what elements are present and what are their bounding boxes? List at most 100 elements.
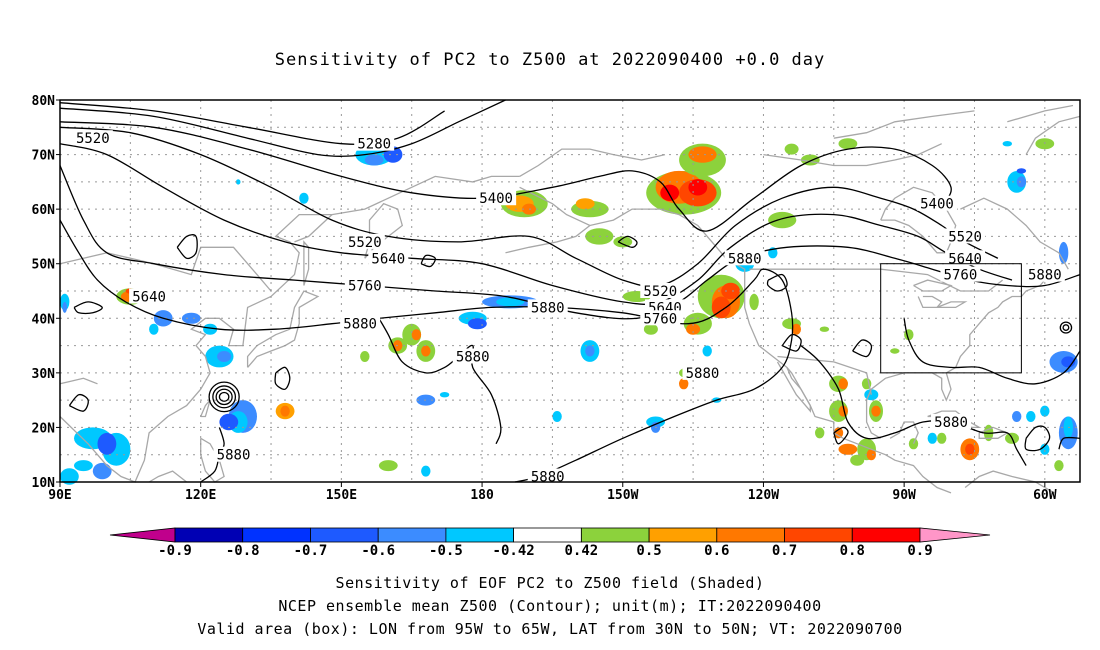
coastline <box>978 426 1009 439</box>
coastline <box>960 197 1069 270</box>
contour-label: 5640 <box>371 251 405 267</box>
sensitivity-patch <box>575 198 595 210</box>
coastline <box>749 268 1003 292</box>
contour-label-bg <box>945 250 986 266</box>
sensitivity-patch <box>92 462 112 480</box>
contour-label: 5520 <box>76 131 110 147</box>
colorbar-bin <box>242 527 311 543</box>
colorbar-tick-label: 0.9 <box>907 543 933 559</box>
sensitivity-patch <box>890 348 900 354</box>
contour-line <box>766 273 788 292</box>
caption-shading: Sensitivity of EOF PC2 to Z500 field (Sh… <box>335 574 765 592</box>
valid-area-box <box>880 263 1022 374</box>
coastline <box>519 148 666 177</box>
colorbar-bin <box>581 527 650 543</box>
sensitivity-patch <box>838 138 858 150</box>
sensitivity-patch <box>181 312 201 324</box>
sensitivity-patch <box>866 449 876 461</box>
coastline <box>833 110 975 139</box>
sensitivity-patch <box>1040 405 1050 417</box>
contour-label: 5880 <box>343 317 377 333</box>
contour-label: 5280 <box>357 137 391 153</box>
contour-label: 5880 <box>456 349 490 365</box>
coastlines <box>59 104 1081 494</box>
coastline <box>246 290 320 368</box>
contour-label-bg <box>368 250 409 266</box>
coastline <box>776 361 811 413</box>
sensitivity-patch <box>819 326 830 332</box>
coastline <box>59 175 520 483</box>
colorbar-bin <box>716 527 785 543</box>
contour-line <box>1058 436 1081 450</box>
contour-label-bg <box>344 277 385 293</box>
contour-line <box>68 393 89 412</box>
sensitivity-patch <box>643 323 658 335</box>
contour-label-bg <box>640 283 681 298</box>
sensitivity-patch <box>235 179 241 185</box>
sensitivity-patch <box>702 345 712 357</box>
map-frame <box>59 99 1081 483</box>
grid-lines <box>60 100 1080 482</box>
sensitivity-patch <box>299 192 309 204</box>
coastline <box>59 246 272 292</box>
coastline <box>294 214 333 243</box>
colorbar-arrow-right <box>919 527 991 543</box>
colorbar-tick-label: -0.7 <box>293 543 328 559</box>
sensitivity-patch <box>421 465 431 477</box>
coastline <box>200 437 225 483</box>
sensitivity-patch <box>815 427 825 439</box>
sensitivity-patch <box>838 378 848 390</box>
lat-label: 70N <box>32 149 56 164</box>
sensitivity-patch <box>1054 460 1064 472</box>
lon-label: 180 <box>470 488 494 503</box>
contour-label-bg <box>354 135 395 151</box>
typhoon-contour <box>208 381 240 413</box>
coastline <box>148 470 187 483</box>
sensitivity-patch <box>1016 176 1027 188</box>
sensitivity-patch <box>660 184 680 201</box>
sensitivity-patch <box>1026 411 1036 422</box>
contour-line <box>1024 425 1051 452</box>
caption-valid-area: Valid area (box): LON from 95W to 65W, L… <box>197 620 903 638</box>
sensitivity-patch <box>686 323 701 335</box>
contour-line <box>73 301 103 315</box>
sensitivity-patch <box>927 432 937 444</box>
colorbar-tick-label: 0.8 <box>839 543 865 559</box>
contour-label-bg <box>213 446 254 462</box>
coastline <box>936 301 968 309</box>
contour-label-bg <box>72 130 113 146</box>
coastline <box>1007 104 1074 123</box>
contour-label: 5880 <box>686 366 720 382</box>
contour-line <box>274 366 291 390</box>
sensitivity-patch <box>711 296 731 319</box>
contour-line <box>59 99 506 157</box>
colorbar-tick-label: 0.42 <box>564 543 599 559</box>
coastline <box>200 399 211 418</box>
contour-label: 5760 <box>643 311 677 327</box>
lat-label: 20N <box>32 421 56 436</box>
sensitivity-patch <box>217 351 232 362</box>
colorbar-bin <box>445 527 514 543</box>
contour-line <box>852 339 873 358</box>
contour-line <box>378 317 502 445</box>
contour-label: 5880 <box>728 251 762 267</box>
sensitivity-patch <box>421 345 431 357</box>
coastline <box>519 186 727 259</box>
contour-line <box>781 333 802 352</box>
sensitivity-patch <box>965 443 975 455</box>
sensitivity-patch <box>679 378 689 390</box>
contour-label-bg <box>527 468 568 484</box>
contour-label-bg <box>1024 266 1065 282</box>
contour-label-bg <box>476 190 517 206</box>
sensitivity-patch <box>1058 241 1069 264</box>
coastline <box>303 240 310 286</box>
coastline <box>865 279 1059 439</box>
sensitivity-patch <box>1012 411 1022 422</box>
colorbar-arrow-left <box>109 527 176 543</box>
colorbar <box>109 527 991 543</box>
sensitivity-patch <box>203 323 218 335</box>
contour-label-bg <box>340 315 381 331</box>
coastline <box>913 279 953 292</box>
lon-label: 120E <box>185 488 216 503</box>
